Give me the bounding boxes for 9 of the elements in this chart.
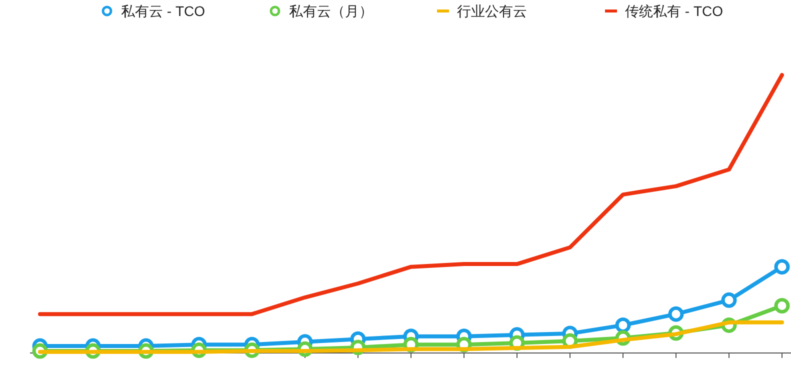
- point: [774, 298, 790, 314]
- legend-label: 私有云 - TCO: [121, 3, 206, 19]
- point: [721, 292, 737, 308]
- point: [668, 306, 684, 322]
- legend-label: 行业公有云: [457, 3, 527, 19]
- legend-label: 私有云（月）: [289, 3, 373, 19]
- point: [774, 259, 790, 275]
- legend-label: 传统私有 - TCO: [625, 3, 724, 19]
- point: [615, 317, 631, 333]
